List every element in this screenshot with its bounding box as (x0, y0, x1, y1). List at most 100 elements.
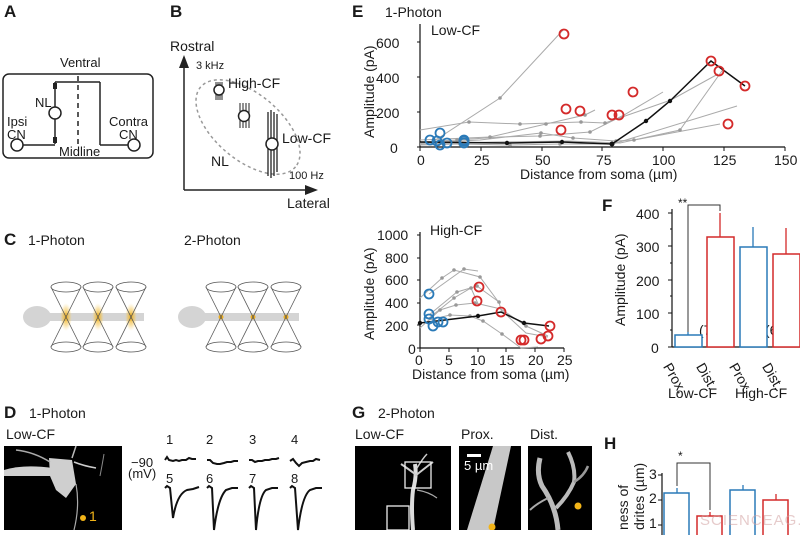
trace-label-3: 3 (249, 432, 257, 447)
trace-label-8: 8 (291, 471, 299, 486)
one-photon-title: 1-Photon (28, 232, 85, 248)
e-top-xtick-50: 50 (535, 152, 551, 168)
g-dist-title: Dist. (530, 426, 558, 442)
e-bottom-ytick-200: 200 (385, 318, 409, 334)
trace-label-1: 1 (166, 432, 174, 447)
f-ytick-300: 300 (636, 239, 660, 255)
panel-f-label: F (602, 196, 613, 215)
e-top-ytick-200: 200 (376, 105, 400, 121)
tonotopic-map-diagram (179, 55, 318, 195)
lateral-axis-label: Lateral (287, 195, 330, 211)
midline-label: Midline (59, 144, 101, 159)
contra-cn-label-2: CN (119, 127, 138, 142)
e-bottom-xtick-0: 0 (415, 352, 423, 368)
e-top-plot (417, 24, 786, 151)
panel-d-label: D (4, 403, 17, 422)
panel-g-label: G (352, 403, 366, 422)
e-bottom-ylabel: Amplitude (pA) (361, 247, 377, 340)
two-photon-title: 2-Photon (184, 232, 241, 248)
e-top-xtick-150: 150 (774, 152, 798, 168)
g-title: 2-Photon (378, 405, 435, 421)
ventral-label: Ventral (60, 55, 101, 70)
brainstem-circuit-diagram (2, 73, 154, 159)
two-photon-overview-image (355, 446, 451, 530)
panel-e-label: E (352, 2, 364, 21)
f-group-low-cf: Low-CF (668, 385, 718, 401)
nl-label: NL (35, 95, 52, 110)
d-title: 1-Photon (29, 405, 86, 421)
trace-label-4: 4 (291, 432, 299, 447)
h-ytick-1: 1 (649, 515, 657, 531)
e-bottom-ytick-400: 400 (385, 295, 409, 311)
h-ytick-2: 2 (649, 490, 657, 506)
f-bar-plot (668, 204, 800, 348)
e-top-xtick-100: 100 (652, 152, 676, 168)
d-subtitle: Low-CF (6, 426, 56, 442)
e-bottom-xlabel: Distance from soma (µm) (412, 366, 570, 382)
f-significance: ** (678, 196, 688, 210)
excitation-volume-diagram (23, 281, 302, 353)
voltage-traces (164, 455, 322, 531)
e-bottom-plot (417, 232, 565, 352)
uncage-spot-label: 1 (89, 508, 97, 524)
e-bottom-ytick-0: 0 (408, 341, 416, 357)
e-top-xtick-25: 25 (474, 152, 490, 168)
contra-cn-label-1: Contra (109, 114, 149, 129)
e-bottom-xtick-25: 25 (557, 352, 573, 368)
e-top-xtick-0: 0 (417, 152, 425, 168)
panel-c-label: C (4, 230, 17, 249)
e-top-xlabel: Distance from soma (µm) (520, 166, 678, 182)
h-ytick-3: 3 (649, 466, 657, 482)
h-significance: * (678, 449, 683, 463)
low-cf-label: Low-CF (282, 130, 332, 146)
panel-a-label: A (4, 2, 17, 21)
f-group-high-cf: High-CF (735, 385, 788, 401)
trace-label-7: 7 (249, 471, 257, 486)
e-top-ytick-600: 600 (376, 35, 400, 51)
proximal-dendrite-image: 5 µm (459, 446, 521, 530)
rostral-axis-label: Rostral (170, 38, 215, 54)
f-ytick-0: 0 (651, 340, 659, 356)
trace-label-5: 5 (166, 471, 174, 486)
one-photon-cones (50, 281, 147, 353)
e-bottom-ytick-600: 600 (385, 272, 409, 288)
ipsi-cn-label-2: CN (7, 127, 26, 142)
trace-label-6: 6 (206, 471, 214, 486)
low-cf-fluorescence-image: 1 (4, 446, 122, 530)
f-ytick-100: 100 (636, 306, 660, 322)
e-bottom-ytick-1000: 1000 (377, 227, 409, 243)
e-top-xtick-75: 75 (596, 152, 612, 168)
bottom-frequency-label: 100 Hz (289, 170, 324, 182)
high-cf-label: High-CF (228, 75, 281, 91)
e-bottom-ytick-800: 800 (385, 250, 409, 266)
g-subtitle: Low-CF (355, 426, 405, 442)
nl-region-label: NL (211, 153, 229, 169)
ipsi-cn-label-1: Ipsi (7, 114, 28, 129)
e-top-subtitle: Low-CF (431, 22, 481, 38)
vm-unit: (mV) (128, 466, 157, 481)
f-ytick-400: 400 (636, 206, 660, 222)
vm-value: −90 (131, 455, 154, 470)
one-photon-neuron (23, 281, 147, 353)
g-prox-title: Prox. (461, 426, 494, 442)
scale-bar-label: 5 µm (464, 458, 494, 473)
e-top-ytick-400: 400 (376, 70, 400, 86)
top-frequency-label: 3 kHz (196, 60, 225, 72)
e-bottom-xtick-15: 15 (499, 352, 515, 368)
e-bottom-xtick-10: 10 (470, 352, 486, 368)
e-bottom-xtick-5: 5 (445, 352, 453, 368)
e-bottom-subtitle: High-CF (430, 222, 483, 238)
e-top-ylabel: Amplitude (pA) (361, 45, 377, 138)
distal-dendrite-image (528, 446, 592, 530)
e-top-xtick-125: 125 (713, 152, 737, 168)
panel-h-label: H (604, 434, 617, 453)
f-ytick-200: 200 (636, 273, 660, 289)
panel-b-label: B (170, 2, 183, 21)
e-top-ytick-0: 0 (390, 140, 398, 156)
e-title: 1-Photon (385, 4, 442, 20)
h-bar-plot (658, 462, 789, 535)
trace-label-2: 2 (206, 432, 214, 447)
e-bottom-xtick-20: 20 (528, 352, 544, 368)
two-photon-neuron (178, 281, 302, 353)
watermark: SCIENCEAG.COM (700, 512, 800, 529)
